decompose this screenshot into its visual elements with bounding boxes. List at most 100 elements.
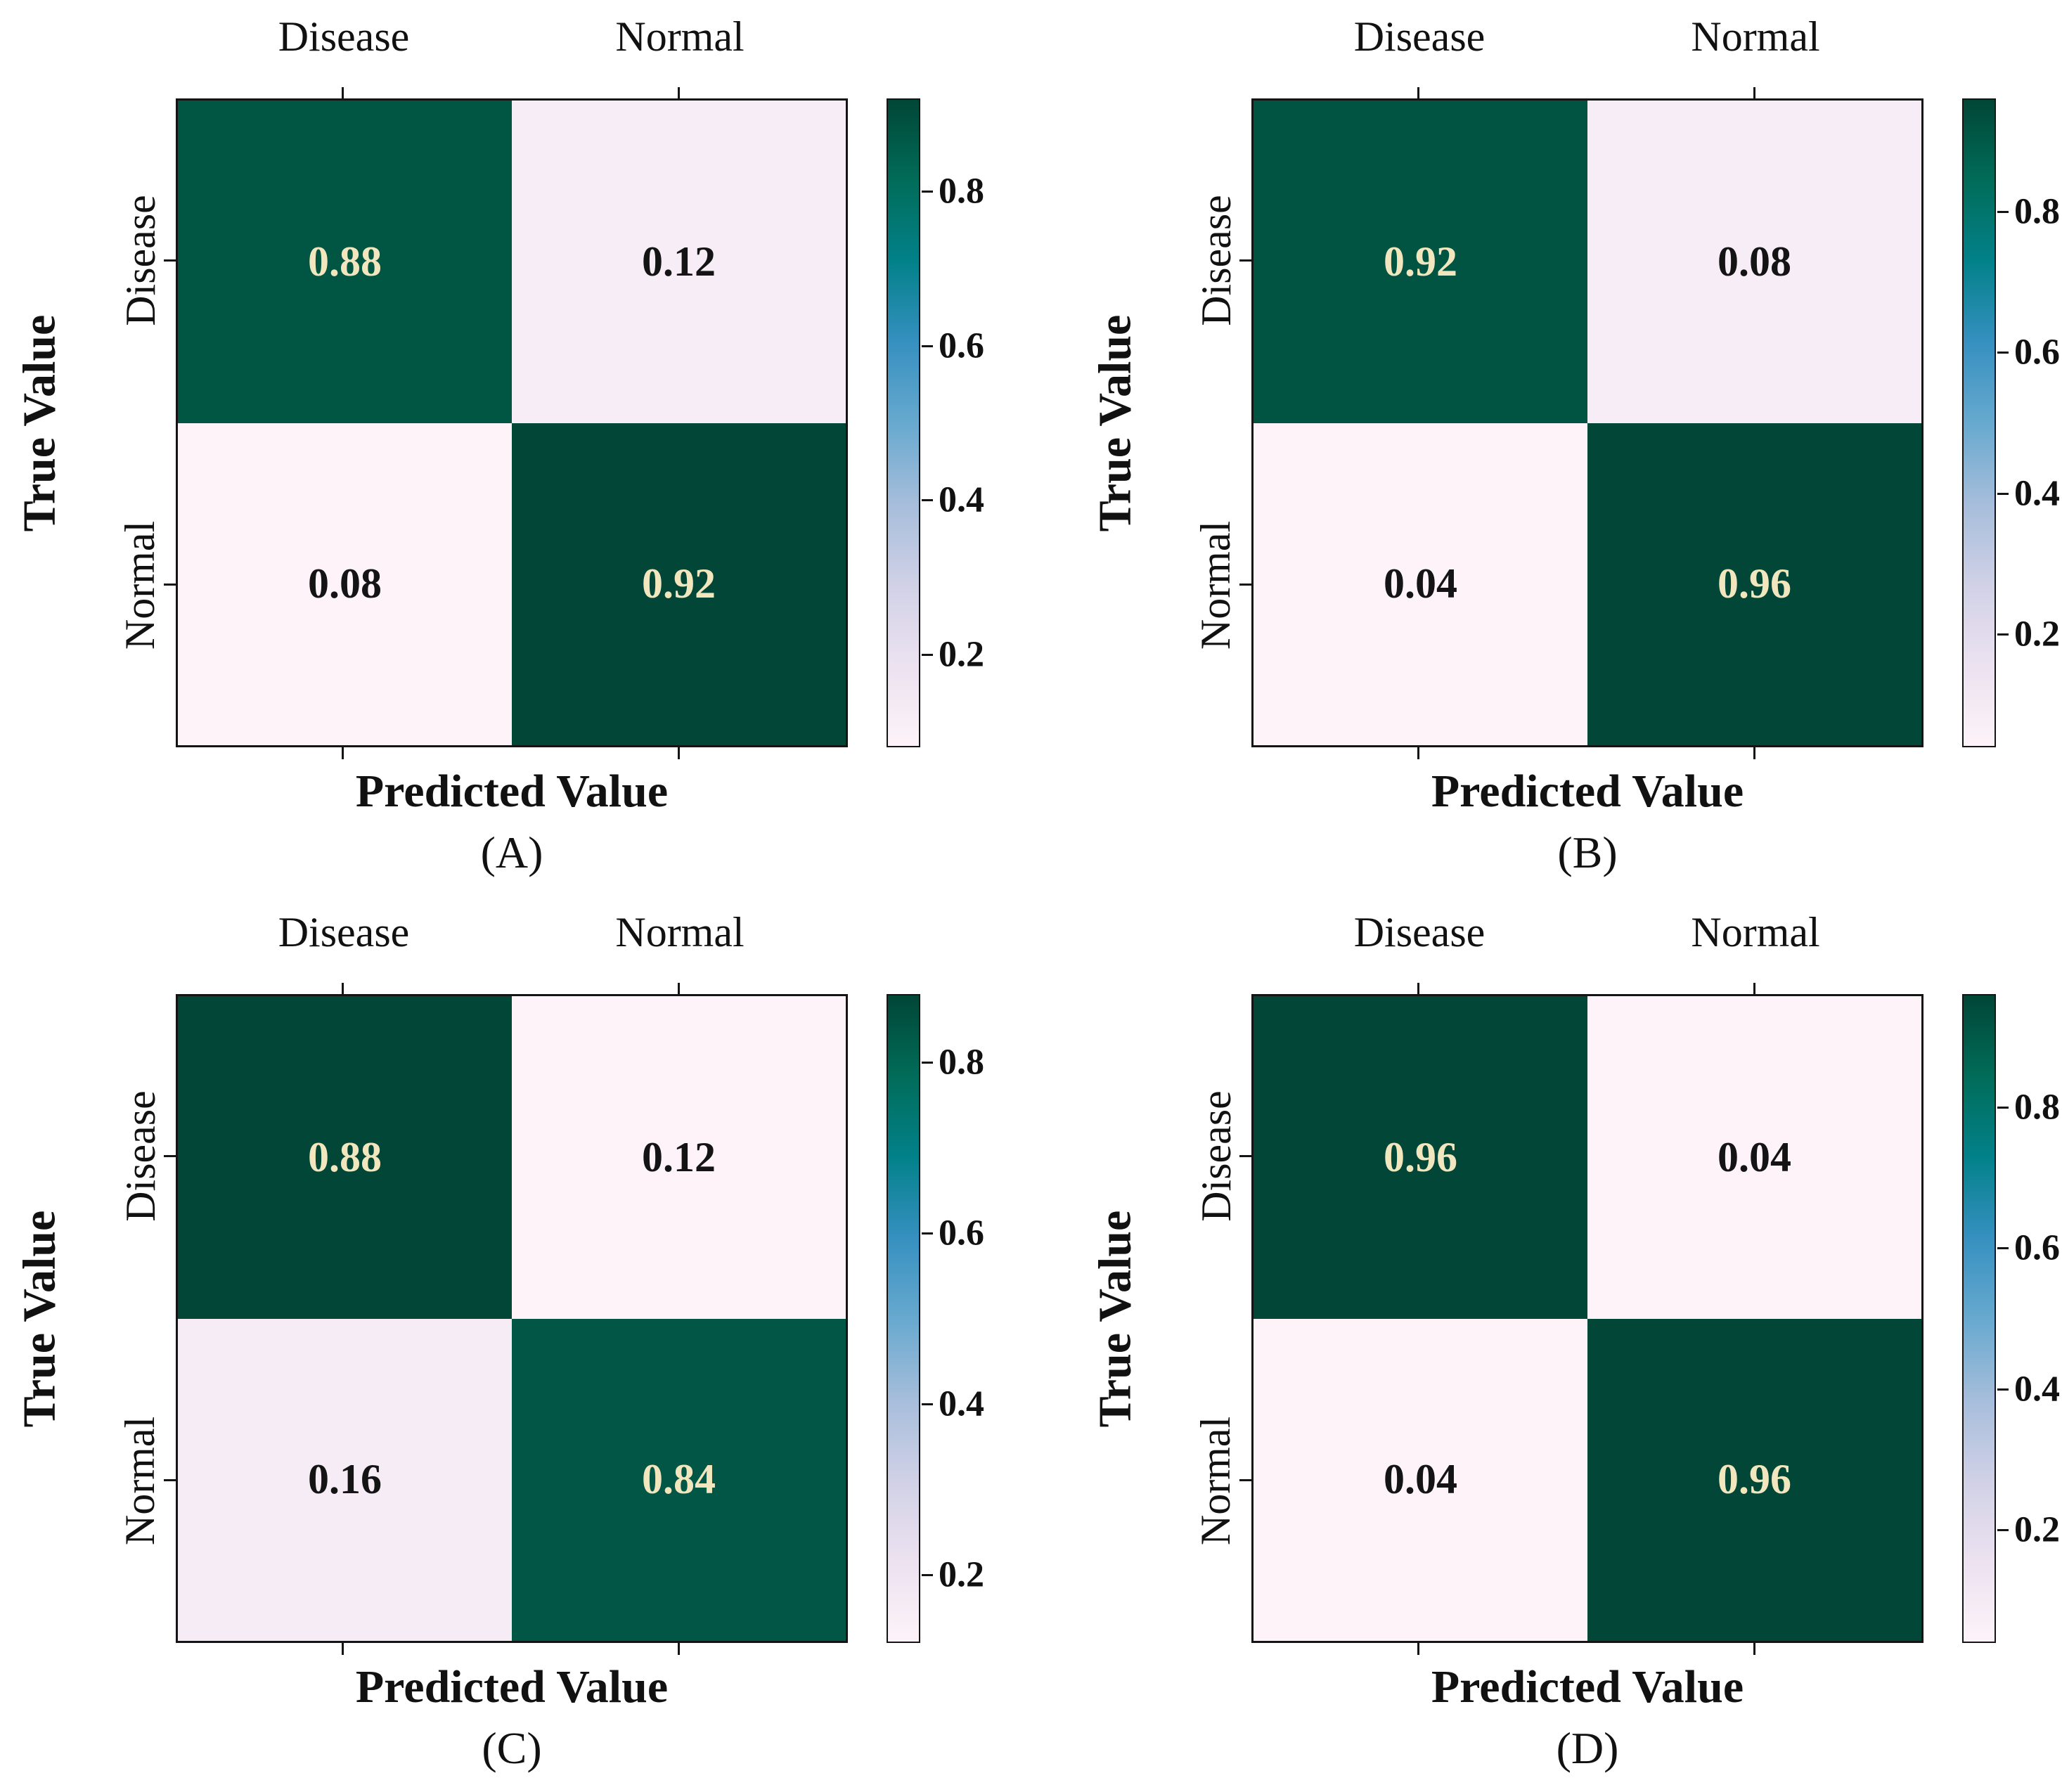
colorbar-tick [922, 1062, 933, 1064]
panel-a-ylabel: True Value [10, 98, 69, 747]
heatmap-cell: 0.84 [512, 1318, 846, 1641]
panel-a-row-label-disease: Disease [111, 98, 170, 423]
confusion-matrix-panel-b: Disease Normal True Value Disease Normal… [1031, 0, 2061, 896]
colorbar-tick [922, 190, 933, 193]
panel-a-xlabel: Predicted Value [355, 766, 669, 817]
panel-d-col-label-disease: Disease [1353, 909, 1486, 955]
top-tick [1753, 87, 1755, 99]
panel-c-inner: Disease Normal True Value Disease Normal… [0, 896, 1031, 1791]
row-label-text: Normal [117, 1416, 164, 1545]
colorbar-gradient [1962, 994, 1996, 1643]
heatmap-cell: 0.92 [1254, 101, 1587, 423]
colorbar-tick-label: 0.8 [939, 1042, 984, 1083]
top-tick [1417, 983, 1419, 995]
panel-b-col-label-disease: Disease [1353, 13, 1486, 60]
colorbar-tick [1997, 1247, 2009, 1250]
heatmap-cell: 0.04 [1254, 1318, 1587, 1641]
colorbar-tick-label: 0.6 [2014, 332, 2060, 373]
top-tick [678, 983, 680, 995]
heatmap-cell: 0.16 [178, 1318, 512, 1641]
panel-c-ylabel: True Value [10, 994, 69, 1643]
colorbar-gradient [1962, 98, 1996, 747]
panel-b-row-label-disease: Disease [1187, 98, 1246, 423]
confusion-matrix-panel-a: Disease Normal True Value Disease Normal… [0, 0, 1031, 896]
panel-a-heatmap: 0.88 0.12 0.08 0.92 [176, 98, 848, 747]
top-tick [342, 983, 344, 995]
colorbar-tick [922, 1232, 933, 1235]
row-label-text: Normal [117, 520, 164, 650]
colorbar-tick-label: 0.4 [2014, 1369, 2060, 1410]
heatmap-cell: 0.96 [1587, 423, 1921, 745]
bottom-tick [1753, 747, 1755, 759]
top-tick [678, 87, 680, 99]
panel-c-row-label-disease: Disease [111, 994, 170, 1318]
panel-c-heatmap: 0.88 0.12 0.16 0.84 [176, 994, 848, 1643]
panel-d-colorbar: 0.8 0.6 0.4 0.2 [1962, 994, 2062, 1643]
panel-a-caption: (A) [480, 827, 543, 877]
bottom-tick [678, 747, 680, 759]
panel-b-xlabel: Predicted Value [1431, 766, 1744, 817]
colorbar-gradient [887, 994, 920, 1643]
colorbar-tick [1997, 492, 2009, 495]
panel-d-heatmap: 0.96 0.04 0.04 0.96 [1251, 994, 1924, 1643]
row-label-text: Normal [1192, 520, 1239, 650]
heatmap-cell: 0.12 [512, 996, 846, 1319]
colorbar-tick [922, 654, 933, 657]
panel-c-colorbar: 0.8 0.6 0.4 0.2 [887, 994, 1069, 1643]
left-tick [164, 584, 176, 586]
bottom-tick [1417, 1643, 1419, 1655]
colorbar-tick [922, 1403, 933, 1405]
heatmap-cell: 0.88 [178, 101, 512, 423]
row-label-text: Disease [1192, 195, 1239, 326]
row-label-text: Disease [117, 195, 164, 326]
colorbar-tick-label: 0.2 [2014, 1509, 2060, 1550]
panel-a-col-label-normal: Normal [615, 13, 745, 60]
left-tick [164, 1479, 176, 1481]
ylabel-text: True Value [1089, 1210, 1141, 1427]
panel-b-caption: (B) [1557, 827, 1618, 877]
heatmap-cell: 0.08 [178, 423, 512, 745]
left-tick [1239, 1155, 1251, 1157]
panel-c-xlabel: Predicted Value [355, 1661, 669, 1713]
heatmap-cell: 0.04 [1254, 423, 1587, 745]
ylabel-text: True Value [1089, 314, 1141, 531]
row-label-text: Disease [1192, 1090, 1239, 1222]
colorbar-tick [1997, 210, 2009, 213]
colorbar-tick [922, 1573, 933, 1576]
colorbar-tick [1997, 633, 2009, 636]
panel-row-1: Disease Normal True Value Disease Normal… [0, 0, 2061, 896]
panel-c-col-label-normal: Normal [615, 909, 745, 955]
panel-b-heatmap: 0.92 0.08 0.04 0.96 [1251, 98, 1924, 747]
panel-d-col-label-normal: Normal [1691, 909, 1820, 955]
colorbar-tick-label: 0.2 [939, 634, 984, 675]
colorbar-tick-label: 0.6 [2014, 1227, 2060, 1268]
panel-d-xlabel: Predicted Value [1431, 1661, 1744, 1713]
panel-d-ylabel: True Value [1085, 994, 1145, 1643]
confusion-matrix-panel-c: Disease Normal True Value Disease Normal… [0, 896, 1031, 1791]
panel-b-row-label-normal: Normal [1187, 423, 1246, 747]
bottom-tick [1753, 1643, 1755, 1655]
heatmap-cell: 0.04 [1587, 996, 1921, 1319]
row-label-text: Disease [117, 1090, 164, 1222]
left-tick [164, 1155, 176, 1157]
panel-b-colorbar: 0.8 0.6 0.4 0.2 [1962, 98, 2062, 747]
heatmap-cell: 0.96 [1587, 1318, 1921, 1641]
panel-a-inner: Disease Normal True Value Disease Normal… [0, 0, 1031, 896]
panel-c-caption: (C) [482, 1723, 542, 1773]
top-tick [1417, 87, 1419, 99]
panel-row-2: Disease Normal True Value Disease Normal… [0, 896, 2062, 1792]
heatmap-cell: 0.12 [512, 101, 846, 423]
colorbar-tick [922, 344, 933, 347]
colorbar-tick [1997, 1388, 2009, 1391]
confusion-matrix-panel-d: Disease Normal True Value Disease Normal… [1031, 896, 2061, 1791]
left-tick [164, 259, 176, 262]
heatmap-cell: 0.08 [1587, 101, 1921, 423]
ylabel-text: True Value [13, 314, 65, 531]
colorbar-tick-label: 0.6 [939, 1213, 984, 1253]
panel-b-inner: Disease Normal True Value Disease Normal… [1076, 0, 2061, 896]
panel-d-row-label-disease: Disease [1187, 994, 1246, 1318]
left-tick [1239, 584, 1251, 586]
panel-d-caption: (D) [1556, 1723, 1619, 1773]
panel-b-col-label-normal: Normal [1691, 13, 1820, 60]
